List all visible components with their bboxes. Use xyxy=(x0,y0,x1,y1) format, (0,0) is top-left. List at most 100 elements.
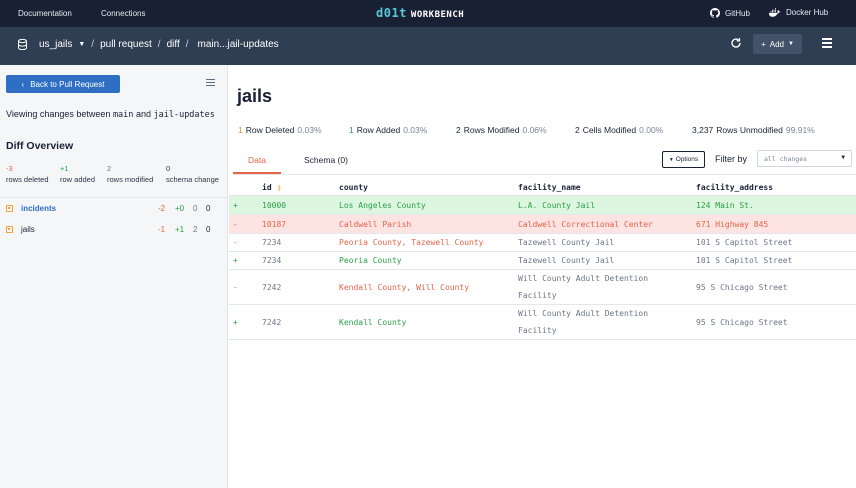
cell-facility-name-wrap: Facility xyxy=(518,291,557,300)
cell-facility-name: Will County Adult Detention xyxy=(518,274,649,283)
changed-tables-list: incidents -2 +0 0 0 jails -1 +1 2 0 xyxy=(0,197,227,240)
breadcrumb-range: main...jail-updates xyxy=(197,39,279,50)
sidebar-menu-icon[interactable] xyxy=(206,79,215,88)
row-marker: + xyxy=(233,201,238,210)
diff-sidebar: ‹ Back to Pull Request Viewing changes b… xyxy=(0,65,228,488)
summary-modified-label: Rows Modified xyxy=(463,125,520,135)
summary-modified: 2 Rows Modified 0.06% xyxy=(456,125,547,135)
summary-deleted: 1 Row Deleted 0.03% xyxy=(238,125,322,135)
tab-data[interactable]: Data xyxy=(248,155,266,165)
dockerhub-link[interactable]: Docker Hub xyxy=(769,8,828,17)
cell-county: Los Angeles County xyxy=(339,201,426,210)
stat-label: row added xyxy=(60,175,96,184)
table-row[interactable]: - 7234 Peoria County, Tazewell County Ta… xyxy=(229,234,856,252)
table-changed-icon xyxy=(6,226,13,233)
table-row[interactable]: - 7242 Kendall County, Will County Will … xyxy=(229,270,856,305)
row-marker: + xyxy=(233,318,238,327)
summary-added-pct: 0.03% xyxy=(403,125,428,135)
stat-label: schema change xyxy=(166,175,219,184)
table-added-count: +0 xyxy=(175,204,185,213)
table-row[interactable]: + 7242 Kendall County Will County Adult … xyxy=(229,305,856,340)
nav-documentation-link[interactable]: Documentation xyxy=(18,9,72,18)
breadcrumb-separator: / xyxy=(185,39,189,50)
db-dropdown-icon[interactable]: ▼ xyxy=(78,41,86,48)
summary-added: 1 Row Added 0.03% xyxy=(349,125,427,135)
summary-modified-pct: 0.06% xyxy=(522,125,547,135)
dockerhub-label: Docker Hub xyxy=(786,8,829,17)
summary-unmod-num: 3,237 xyxy=(692,125,714,135)
table-row[interactable]: + 10000 Los Angeles County L.A. County J… xyxy=(229,196,856,215)
key-icon: ⚷ xyxy=(276,184,282,192)
cell-facility-address: 124 Main St. xyxy=(696,201,754,210)
page-title: jails xyxy=(237,86,273,106)
table-item-jails[interactable]: jails -1 +1 2 0 xyxy=(0,219,227,240)
cell-facility-address: 671 Highway 845 xyxy=(696,220,769,229)
cell-county: Peoria County xyxy=(339,256,402,265)
github-icon xyxy=(710,8,720,18)
viewing-and: and xyxy=(135,109,151,119)
github-link[interactable]: GitHub xyxy=(710,8,750,18)
col-facility-name[interactable]: facility_name xyxy=(518,183,581,192)
cell-county: Kendall County xyxy=(339,318,407,327)
refresh-icon[interactable] xyxy=(730,37,742,49)
stat-schema-change: 0 schema change xyxy=(166,163,219,185)
row-marker: + xyxy=(233,256,238,265)
viewing-prefix: Viewing changes between xyxy=(6,109,111,119)
cell-facility-address: 95 S Chicago Street xyxy=(696,283,788,292)
summary-cells-pct: 0.00% xyxy=(639,125,664,135)
nav-connections-link[interactable]: Connections xyxy=(101,9,146,18)
table-row[interactable]: + 7234 Peoria County Tazewell County Jai… xyxy=(229,252,856,270)
add-button-label: Add xyxy=(769,39,784,49)
cell-id: 10000 xyxy=(262,201,287,210)
database-icon xyxy=(18,39,27,50)
col-county[interactable]: county xyxy=(339,183,368,192)
col-facility-address[interactable]: facility_address xyxy=(696,183,774,192)
cell-id: 7234 xyxy=(262,238,282,247)
diff-overview-title: Diff Overview xyxy=(6,140,74,152)
breadcrumb-pull-request[interactable]: pull request xyxy=(100,39,152,50)
summary-cells: 2 Cells Modified 0.00% xyxy=(575,125,663,135)
table-name[interactable]: jails xyxy=(21,225,35,234)
breadcrumb: us_jails ▼ / pull request / diff / main.… xyxy=(18,39,279,50)
table-item-incidents[interactable]: incidents -2 +0 0 0 xyxy=(0,198,227,219)
options-button[interactable]: ▼ Options xyxy=(662,151,705,168)
summary-unmod-pct: 99.91% xyxy=(785,125,815,135)
row-marker: - xyxy=(233,283,238,292)
diff-table: id ⚷ county facility_name facility_addre… xyxy=(229,178,856,340)
stat-label: rows deleted xyxy=(6,175,49,184)
cell-id: 7234 xyxy=(262,256,282,265)
filter-by-label: Filter by xyxy=(715,154,748,164)
summary-added-label: Row Added xyxy=(356,125,401,135)
col-id[interactable]: id ⚷ xyxy=(262,183,282,192)
back-to-pull-request-button[interactable]: ‹ Back to Pull Request xyxy=(6,75,120,93)
tab-schema[interactable]: Schema (0) xyxy=(304,155,348,165)
filter-value: all changes xyxy=(764,155,808,163)
cell-facility-address: 101 S Capitol Street xyxy=(696,238,793,247)
workbench-logo[interactable]: d01t WORKBENCH xyxy=(376,6,464,20)
table-row[interactable]: - 10187 Caldwell Parish Caldwell Correct… xyxy=(229,215,856,234)
table-schema-count: 0 xyxy=(206,204,211,213)
chevron-down-icon: ▼ xyxy=(787,41,794,47)
diff-tabs: Data Schema (0) xyxy=(233,152,856,175)
summary-added-num: 1 xyxy=(349,125,354,135)
summary-cells-num: 2 xyxy=(575,125,580,135)
cell-facility-name: Tazewell County Jail xyxy=(518,256,615,265)
summary-deleted-pct: 0.03% xyxy=(297,125,322,135)
viewing-changes-text: Viewing changes between main and jail-up… xyxy=(6,109,215,120)
breadcrumb-db[interactable]: us_jails xyxy=(39,39,73,50)
to-branch: jail-updates xyxy=(153,110,215,120)
table-deleted-count: -1 xyxy=(158,225,166,234)
menu-icon[interactable] xyxy=(822,38,832,50)
stat-row-added: +1 row added xyxy=(60,163,95,185)
stat-value: +1 xyxy=(60,164,69,173)
stat-value: -3 xyxy=(6,164,13,173)
table-name[interactable]: incidents xyxy=(21,204,57,213)
docker-icon xyxy=(769,8,781,17)
stat-rows-deleted: -3 rows deleted xyxy=(6,163,49,185)
filter-select[interactable]: all changes ▼ xyxy=(757,150,852,167)
chevron-left-icon: ‹ xyxy=(21,79,25,89)
cell-id: 7242 xyxy=(262,283,282,292)
breadcrumb-diff[interactable]: diff xyxy=(166,39,180,50)
add-button[interactable]: + Add ▼ xyxy=(753,34,802,54)
logo-text: WORKBENCH xyxy=(410,10,465,20)
